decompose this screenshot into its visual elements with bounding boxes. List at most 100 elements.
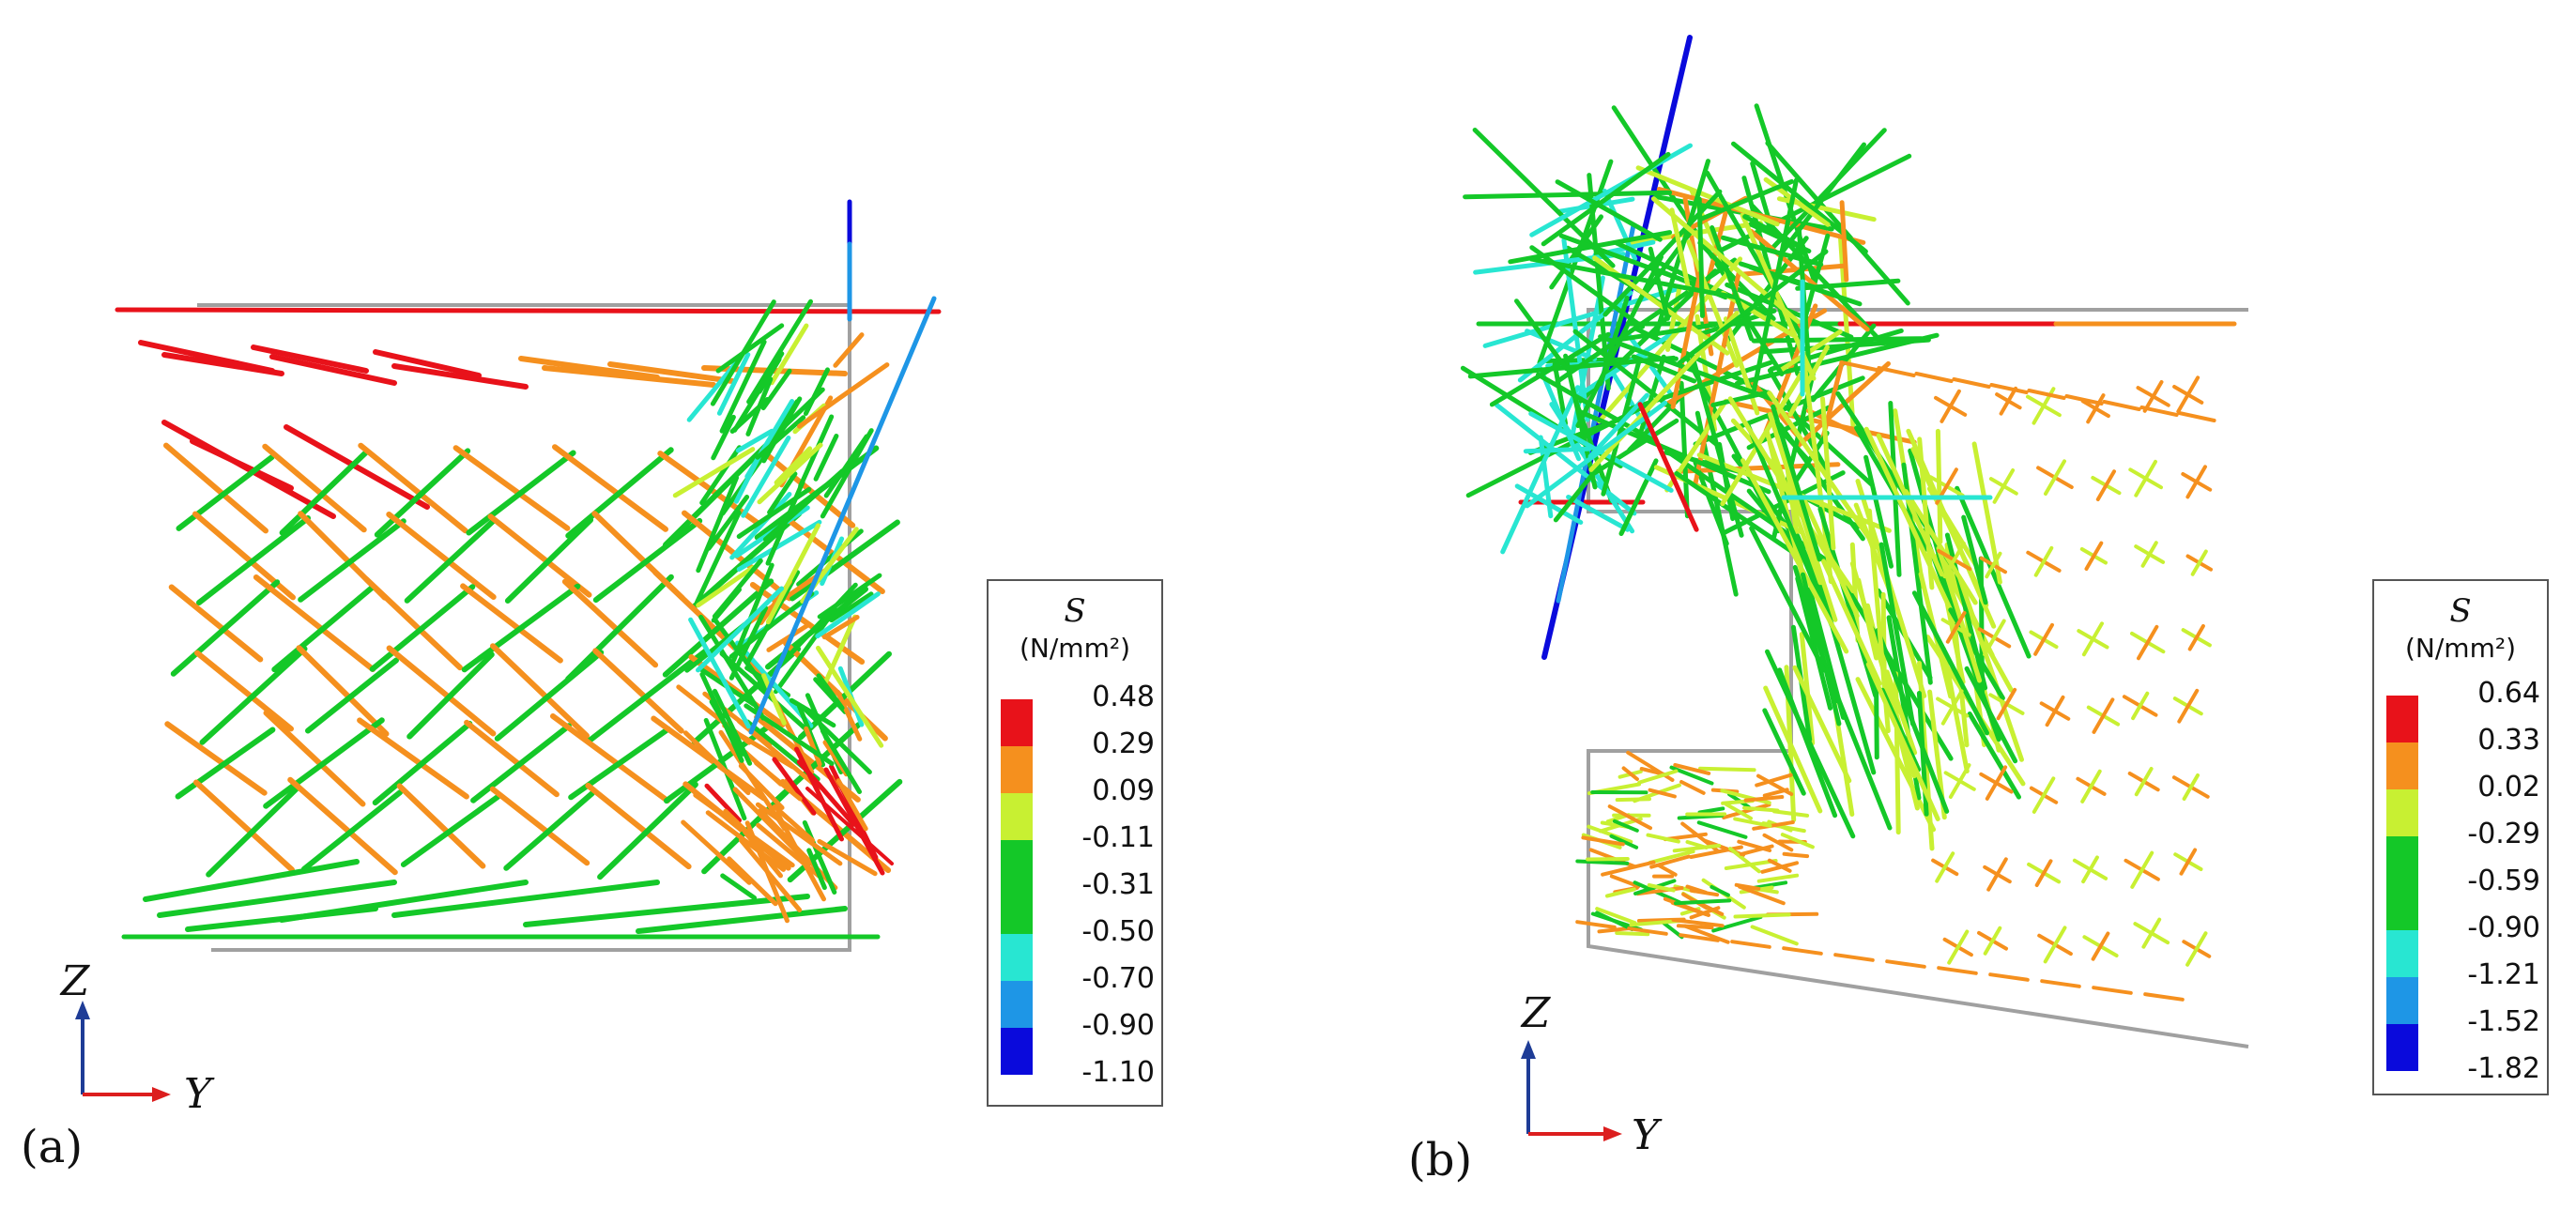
stress-trajectory-segment [1967, 712, 2021, 800]
stress-trajectory-segment [1948, 763, 1971, 799]
stress-trajectory-segment [1763, 685, 1823, 814]
stress-trajectory-segment [2032, 776, 2056, 814]
stress-trajectory-segment [374, 448, 471, 538]
stress-trajectory-segment [1733, 817, 1772, 828]
stress-trajectory-segment [1587, 824, 1633, 844]
stress-trajectory-segment [296, 645, 390, 737]
stress-trajectory-segment [460, 583, 563, 664]
stress-trajectory-segment [1697, 178, 1795, 222]
stress-trajectory-segment [1749, 526, 1827, 673]
stress-trajectory-segment [1792, 665, 1852, 784]
stress-trajectory-segment [1819, 655, 1893, 831]
stress-trajectory-segment [2034, 859, 2053, 887]
stress-trajectory-segment [2185, 931, 2208, 967]
stress-trajectory-segment [1722, 803, 1771, 819]
legend-a-value: 0.29 [1092, 727, 1155, 760]
stress-trajectory-segment [1472, 128, 1616, 268]
stress-trajectory-segment [1885, 959, 1926, 969]
stress-trajectory-segment [1597, 256, 1743, 424]
stress-trajectory-segment [206, 784, 301, 878]
colorbar-band [1001, 840, 1033, 887]
stress-trajectory-segment [1672, 843, 1722, 853]
colorbar-band [1001, 746, 1033, 793]
stress-trajectory-segment [2143, 992, 2185, 1002]
stress-trajectory-segment [1767, 390, 1878, 550]
stress-trajectory-segment [2182, 773, 2200, 801]
stress-trajectory-segment [1766, 434, 1823, 586]
stress-trajectory-segment [1581, 835, 1625, 847]
stress-trajectory-segment [1720, 371, 1804, 507]
stress-trajectory-segment [696, 475, 739, 574]
stress-trajectory-segment [168, 584, 264, 663]
stress-trajectory-segment [1623, 360, 1773, 413]
stress-trajectory-segment [1742, 214, 1803, 249]
colorbar-band [1001, 699, 1033, 746]
stress-trajectory-segment [504, 517, 594, 604]
stress-trajectory-segment [1955, 485, 2032, 659]
stress-trajectory-segment [1863, 454, 1894, 569]
stress-trajectory-segment [592, 517, 703, 604]
stress-trajectory-segment [157, 880, 397, 918]
legend-a-colorbar [1001, 699, 1033, 1075]
stress-trajectory-segment [796, 759, 856, 827]
stress-trajectory-segment [735, 428, 774, 453]
stress-trajectory-segment [373, 349, 482, 378]
stress-trajectory-segment [369, 584, 476, 672]
stress-trajectory-segment [1618, 458, 1659, 536]
stress-trajectory-segment [2092, 986, 2133, 995]
stress-trajectory-segment [1956, 574, 2024, 762]
stress-trajectory-segment [1609, 834, 1639, 849]
stress-trajectory-segment [2086, 393, 2106, 424]
panel-b: S (N/mm²) 0.64 0.33 0.02 -0.29 -0.59 -0.… [1408, 35, 2549, 1186]
legend-b-value: 0.02 [2477, 771, 2540, 803]
stress-trajectory-segment [1777, 667, 1838, 819]
stress-trajectory-segment [813, 434, 839, 482]
stress-trajectory-segment [1795, 575, 1833, 711]
stress-trajectory-segment [1631, 354, 1697, 384]
stress-trajectory-segment [1983, 619, 2006, 657]
stress-trajectory-segment [1553, 467, 1600, 523]
stress-trajectory-segment [1710, 885, 1730, 897]
stress-trajectory-segment [194, 650, 294, 732]
stress-trajectory-segment [836, 778, 868, 832]
stress-trajectory-segment [2187, 624, 2205, 651]
stress-trajectory-segment [769, 323, 809, 386]
stress-trajectory-segment [1876, 433, 1944, 577]
stress-trajectory-segment [1669, 207, 1692, 292]
stress-trajectory-segment [396, 783, 486, 869]
stress-trajectory-segment [1752, 820, 1795, 831]
stress-trajectory-segment [391, 880, 660, 918]
stress-trajectory-segment [1772, 809, 1810, 818]
stress-trajectory-segment [651, 715, 767, 802]
stress-trajectory-segment [2141, 917, 2162, 949]
colorbar-band [2386, 883, 2418, 930]
stress-trajectory-segment [1663, 896, 1708, 916]
stress-trajectory-segment [404, 517, 498, 604]
stress-trajectory-segment [1637, 402, 1699, 532]
stress-trajectory-segment [193, 779, 295, 873]
stress-trajectory-segment [820, 728, 862, 794]
stress-trajectory-segment [1607, 804, 1652, 831]
stress-trajectory-segment [490, 643, 590, 739]
stress-trajectory-segment [1762, 708, 1806, 796]
panel-a-axis-triad: Z Y [59, 957, 215, 1118]
stress-trajectory-segment [1494, 403, 1637, 516]
stress-trajectory-segment [363, 575, 463, 671]
stress-trajectory-segment [1635, 165, 1780, 227]
stress-trajectory-segment [772, 803, 816, 843]
stress-trajectory-segment [755, 415, 806, 460]
colorbar-band [1001, 793, 1033, 840]
stress-trajectory-segment [704, 783, 742, 823]
y-axis-arrowhead [152, 1087, 171, 1102]
z-axis-label: Z [59, 957, 91, 1005]
legend-a-value: -0.50 [1081, 915, 1155, 948]
stress-trajectory-segment [686, 359, 741, 422]
y-axis-arrowhead [1603, 1126, 1622, 1141]
stress-trajectory-segment [1696, 820, 1748, 839]
stress-trajectory-segment [199, 646, 308, 745]
stress-trajectory-segment [1744, 421, 1834, 628]
colorbar-band [2386, 789, 2418, 836]
stress-trajectory-segment [1500, 385, 1581, 555]
stress-trajectory-segment [2137, 624, 2159, 661]
stress-trajectory-segment [1646, 833, 1680, 844]
